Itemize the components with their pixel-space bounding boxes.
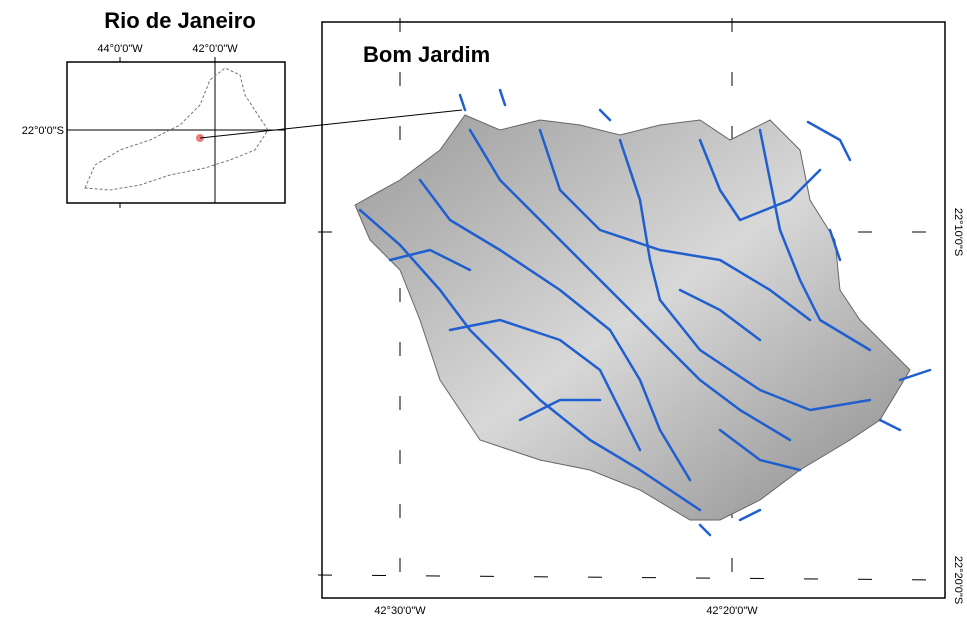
state-outline — [85, 68, 268, 190]
main-y-label: 22°10'0"S — [952, 208, 964, 256]
pointer-line — [200, 110, 462, 138]
inset-y-label: 22°0'0"S — [22, 125, 64, 137]
inset-x-label: 44°0'0"W — [97, 43, 143, 55]
inset-x-label: 42°0'0"W — [192, 43, 238, 55]
main-y-label: 22°20'0"S — [952, 556, 964, 604]
page: Rio de Janeiro 44°0'0"W 42°0'0"W 22°0'0"… — [0, 0, 967, 622]
inset-title: Rio de Janeiro — [104, 8, 256, 33]
main-title: Bom Jardim — [363, 42, 490, 67]
main-x-label: 42°30'0"W — [374, 605, 426, 617]
map: Rio de Janeiro 44°0'0"W 42°0'0"W 22°0'0"… — [0, 0, 967, 622]
main-x-label: 42°20'0"W — [706, 605, 758, 617]
